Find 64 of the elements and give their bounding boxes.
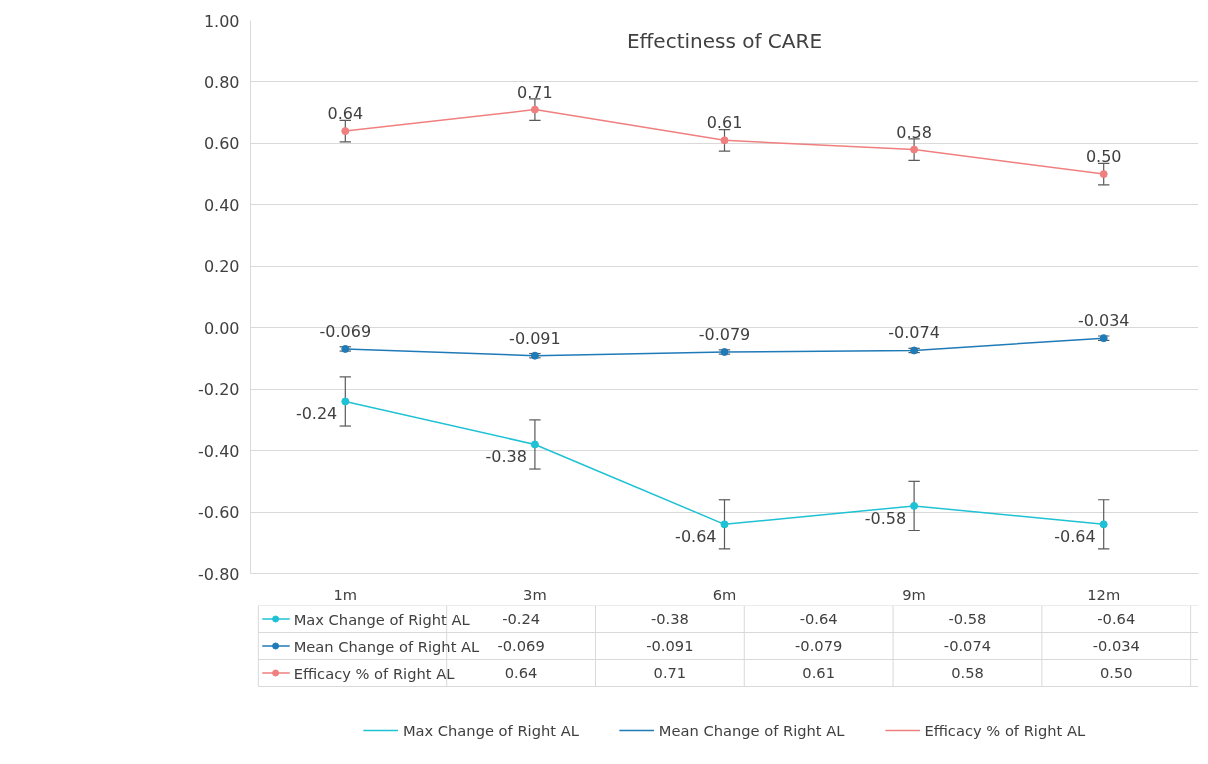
data-label: 0.58	[896, 122, 932, 142]
data-label: 0.50	[1085, 147, 1122, 167]
y-tick-label: 1.00	[203, 11, 240, 31]
legend-label: Mean Change of Right AL	[293, 637, 481, 655]
text: -0.64	[1097, 610, 1136, 627]
data-label: -0.079	[698, 324, 751, 344]
point	[720, 520, 729, 529]
text: 0.50	[1099, 664, 1133, 681]
text: -0.64	[799, 610, 838, 627]
point	[910, 501, 919, 510]
text: 0.58	[951, 664, 984, 681]
x-tick-label: 3m	[523, 585, 547, 603]
text: -0.069	[497, 637, 545, 654]
text: -0.034	[1092, 637, 1140, 654]
point	[530, 440, 539, 449]
text: Mean Change of Right AL	[658, 721, 845, 739]
data-label: -0.091	[509, 328, 561, 348]
y-tick-label: 0.20	[203, 257, 240, 277]
text: -0.079	[795, 637, 843, 654]
x-tick-label: 1m	[333, 585, 358, 603]
text: -0.091	[646, 637, 694, 654]
data-label: 0.71	[517, 82, 553, 102]
legend-label: Efficacy % of Right AL	[293, 664, 456, 682]
x-tick-label: 6m	[712, 585, 737, 603]
text: -0.38	[650, 610, 689, 627]
data-label: 0.64	[327, 104, 364, 124]
y-tick-label: 0.60	[203, 134, 240, 154]
data-label: 0.61	[706, 113, 743, 133]
data-label: -0.069	[319, 321, 372, 341]
y-tick-label: -0.60	[198, 503, 240, 523]
text: Max Change of Right AL	[402, 721, 579, 739]
text: -0.24	[502, 610, 541, 627]
text: 0.61	[802, 664, 835, 681]
text: Effectiness of CARE	[626, 28, 823, 53]
text: Efficacy % of Right AL	[924, 721, 1086, 739]
data-label: -0.074	[888, 323, 940, 343]
point	[910, 145, 919, 154]
data-label: -0.034	[1077, 311, 1130, 331]
point	[1099, 520, 1108, 529]
text: 0.64	[504, 664, 538, 681]
y-tick-label: 0.40	[203, 195, 240, 215]
point	[530, 105, 539, 114]
y-tick-label: -0.80	[198, 564, 240, 584]
point	[1099, 170, 1108, 179]
point	[341, 397, 350, 406]
point	[530, 351, 539, 360]
legend-label: Max Change of Right AL	[293, 610, 471, 628]
data-label: -0.38	[485, 447, 527, 467]
point	[720, 136, 729, 145]
text: 0.71	[653, 664, 687, 681]
text: -0.58	[948, 610, 987, 627]
y-tick-label: -0.40	[198, 441, 240, 461]
y-tick-label: 0.80	[203, 72, 240, 92]
data-label: -0.64	[1054, 527, 1096, 547]
data-label: -0.24	[295, 404, 338, 424]
y-tick-label: -0.20	[198, 380, 240, 400]
point	[910, 346, 919, 355]
text: -0.074	[943, 637, 992, 654]
y-tick-label: 0.00	[203, 318, 240, 338]
x-tick-label: 12m	[1087, 585, 1121, 603]
point	[341, 127, 350, 136]
x-tick-label: 9m	[902, 585, 926, 603]
data-label: -0.64	[675, 527, 717, 547]
data-label: -0.58	[864, 508, 907, 528]
